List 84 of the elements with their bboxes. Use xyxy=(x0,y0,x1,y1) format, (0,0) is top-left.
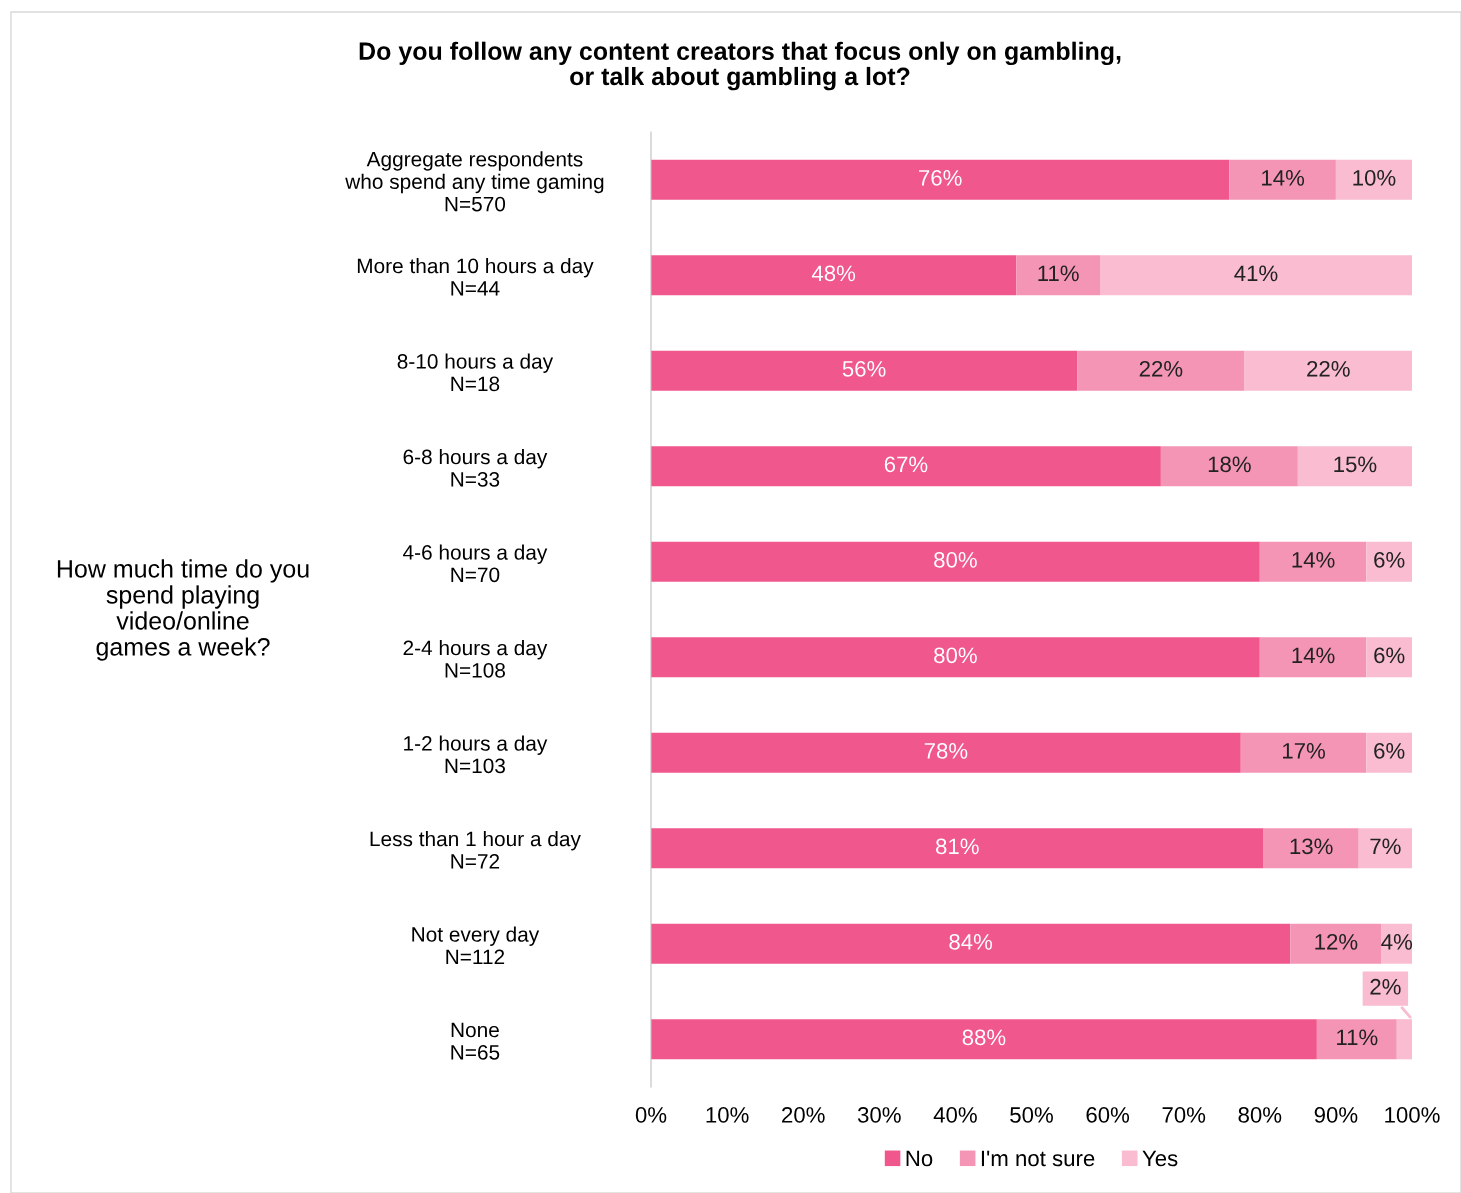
data-label: 67% xyxy=(884,456,928,473)
bar xyxy=(1316,1019,1397,1060)
legend-label: Yes xyxy=(1142,1150,1178,1167)
bar xyxy=(1297,446,1412,487)
y-tick-label: 8-10 hours a day N=18 xyxy=(397,353,554,392)
data-label: 6% xyxy=(1374,647,1405,664)
bar xyxy=(1263,828,1359,869)
data-label: 11% xyxy=(1038,265,1079,282)
bar xyxy=(651,541,1260,582)
data-label: 41% xyxy=(1234,265,1278,282)
x-tick-label: 100% xyxy=(1385,1107,1440,1123)
data-label: 80% xyxy=(934,647,977,664)
x-tick-label: 10% xyxy=(706,1107,749,1123)
bar xyxy=(1160,446,1298,487)
data-label: 81% xyxy=(936,838,979,855)
bar xyxy=(651,1019,1317,1060)
y-tick-label: 6-8 hours a day N=33 xyxy=(403,448,548,487)
bar xyxy=(1358,828,1412,869)
bar xyxy=(1366,637,1412,678)
x-tick-label: 50% xyxy=(1010,1107,1053,1123)
data-label: 10% xyxy=(1353,169,1396,186)
legend-label: No xyxy=(906,1150,933,1167)
y-tick-label: Less than 1 hour a day N=72 xyxy=(370,830,581,869)
data-label: 12% xyxy=(1315,933,1358,950)
data-label: 11% xyxy=(1337,1029,1378,1046)
y-tick-label: 4-6 hours a day N=70 xyxy=(403,544,548,583)
bar xyxy=(651,828,1264,869)
data-label: 14% xyxy=(1262,170,1305,186)
data-label: 88% xyxy=(962,1029,1006,1046)
x-tick-label: 80% xyxy=(1238,1107,1282,1123)
data-label: 7% xyxy=(1370,838,1401,855)
bar xyxy=(1366,541,1412,582)
bar xyxy=(1366,732,1412,773)
bar xyxy=(1259,637,1367,678)
x-tick-label: 0% xyxy=(635,1107,667,1123)
y-tick-label: 1-2 hours a day N=103 xyxy=(404,735,548,774)
bar xyxy=(1240,732,1367,773)
bar xyxy=(651,637,1260,678)
y-tick-label: Aggregate respondents who spend any time gaming N=570 xyxy=(345,151,604,212)
data-label: 80% xyxy=(934,551,977,568)
bar xyxy=(651,732,1241,773)
bar xyxy=(651,446,1161,487)
bar xyxy=(1077,350,1245,391)
data-label: 6% xyxy=(1374,742,1405,759)
bar xyxy=(1229,159,1336,200)
chart-title: Do you follow any content creators that focus only on gambling, or talk about gambling a lot? xyxy=(359,41,1121,91)
bar xyxy=(1244,350,1412,391)
legend-label: I'm not sure xyxy=(981,1150,1095,1167)
y-tick-label: None N=65 xyxy=(451,1022,500,1060)
data-label: 18% xyxy=(1208,456,1251,473)
bar xyxy=(1290,923,1382,964)
data-label: 17% xyxy=(1283,743,1326,759)
y-tick-label: Not every day N=112 xyxy=(412,926,540,965)
bar xyxy=(1259,541,1367,582)
data-label: 22% xyxy=(1139,360,1183,377)
y-tick-label: 2-4 hours a day N=108 xyxy=(403,639,548,678)
x-tick-label: 70% xyxy=(1162,1107,1206,1123)
bar xyxy=(651,255,1017,296)
data-label: 13% xyxy=(1290,838,1333,855)
data-label: 22% xyxy=(1307,360,1350,377)
x-tick-label: 90% xyxy=(1314,1107,1358,1123)
data-label: 76% xyxy=(919,169,962,186)
data-label: 6% xyxy=(1374,551,1405,568)
data-label: 4% xyxy=(1381,934,1413,950)
bar xyxy=(1016,255,1100,296)
data-label: 14% xyxy=(1292,647,1335,664)
y-tick-label: More than 10 hours a day N=44 xyxy=(357,257,594,296)
text: How much time do you spend playing video/online games a week? xyxy=(57,559,309,661)
x-tick-label: 30% xyxy=(857,1107,901,1123)
bar xyxy=(1335,159,1412,200)
data-label: 78% xyxy=(924,742,968,759)
bar xyxy=(651,159,1230,200)
bar xyxy=(651,350,1078,391)
bar xyxy=(1099,255,1412,296)
data-label: 84% xyxy=(949,933,993,950)
data-label: 56% xyxy=(842,360,886,377)
data-label: 2% xyxy=(1370,978,1401,995)
bar xyxy=(651,923,1291,964)
data-label: 14% xyxy=(1292,552,1335,568)
data-label: 48% xyxy=(811,265,856,282)
x-tick-label: 20% xyxy=(782,1107,825,1123)
x-tick-label: 60% xyxy=(1086,1107,1130,1123)
data-label: 15% xyxy=(1334,456,1377,473)
x-tick-label: 40% xyxy=(933,1107,977,1123)
